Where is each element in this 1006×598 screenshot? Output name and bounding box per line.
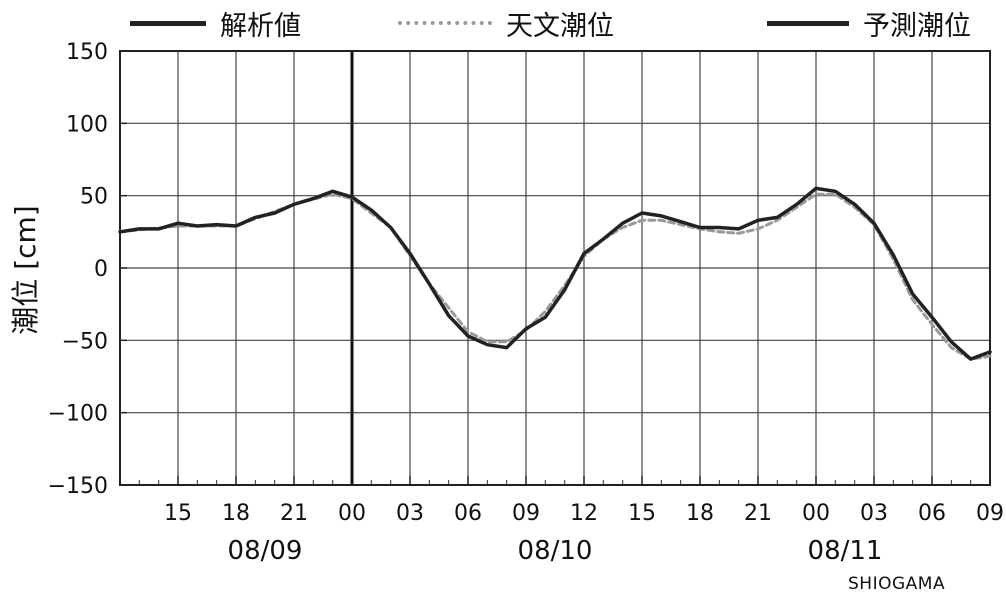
station-name: SHIOGAMA (848, 574, 946, 594)
x-tick-label: 00 (338, 501, 366, 526)
legend-label-astronomical: 天文潮位 (506, 10, 614, 42)
y-tick-label: 150 (66, 40, 108, 65)
y-tick-label: 50 (80, 185, 108, 210)
y-tick-label: −100 (48, 402, 108, 427)
legend-label-analysis: 解析値 (220, 10, 301, 42)
x-tick-label: 06 (454, 501, 482, 526)
legend-item-analysis: 解析値 (130, 0, 301, 46)
x-tick-label: 09 (512, 501, 540, 526)
legend-item-astronomical: 天文潮位 (398, 0, 614, 46)
date-label: 08/09 (228, 536, 303, 566)
series-line-predicted (350, 186, 992, 361)
plot-frame (119, 50, 991, 486)
x-tick-label: 03 (396, 501, 424, 526)
legend-item-predicted: 予測潮位 (767, 0, 971, 46)
date-label: 08/10 (518, 536, 593, 566)
x-tick-label: 18 (222, 501, 250, 526)
x-tick-label: 18 (686, 501, 714, 526)
y-tick-label: −150 (48, 474, 108, 499)
x-tick-label: 06 (918, 501, 946, 526)
legend-swatch-astronomical (398, 21, 492, 25)
x-tick-label: 12 (570, 501, 598, 526)
series-line-analysis (118, 189, 354, 234)
legend-swatch-analysis (130, 20, 206, 26)
legend-swatch-predicted (767, 20, 849, 26)
legend-label-predicted: 予測潮位 (863, 10, 971, 42)
x-tick-label: 09 (976, 501, 1004, 526)
x-tick-label: 00 (802, 501, 830, 526)
x-tick-label: 03 (860, 501, 888, 526)
y-tick-label: 100 (66, 112, 108, 137)
x-tick-label: 21 (744, 501, 772, 526)
y-tick-label: 0 (94, 257, 108, 282)
x-tick-label: 15 (164, 501, 192, 526)
y-tick-label: −50 (62, 329, 108, 354)
x-tick-label: 21 (280, 501, 308, 526)
x-tick-label: 15 (628, 501, 656, 526)
date-label: 08/11 (808, 536, 883, 566)
